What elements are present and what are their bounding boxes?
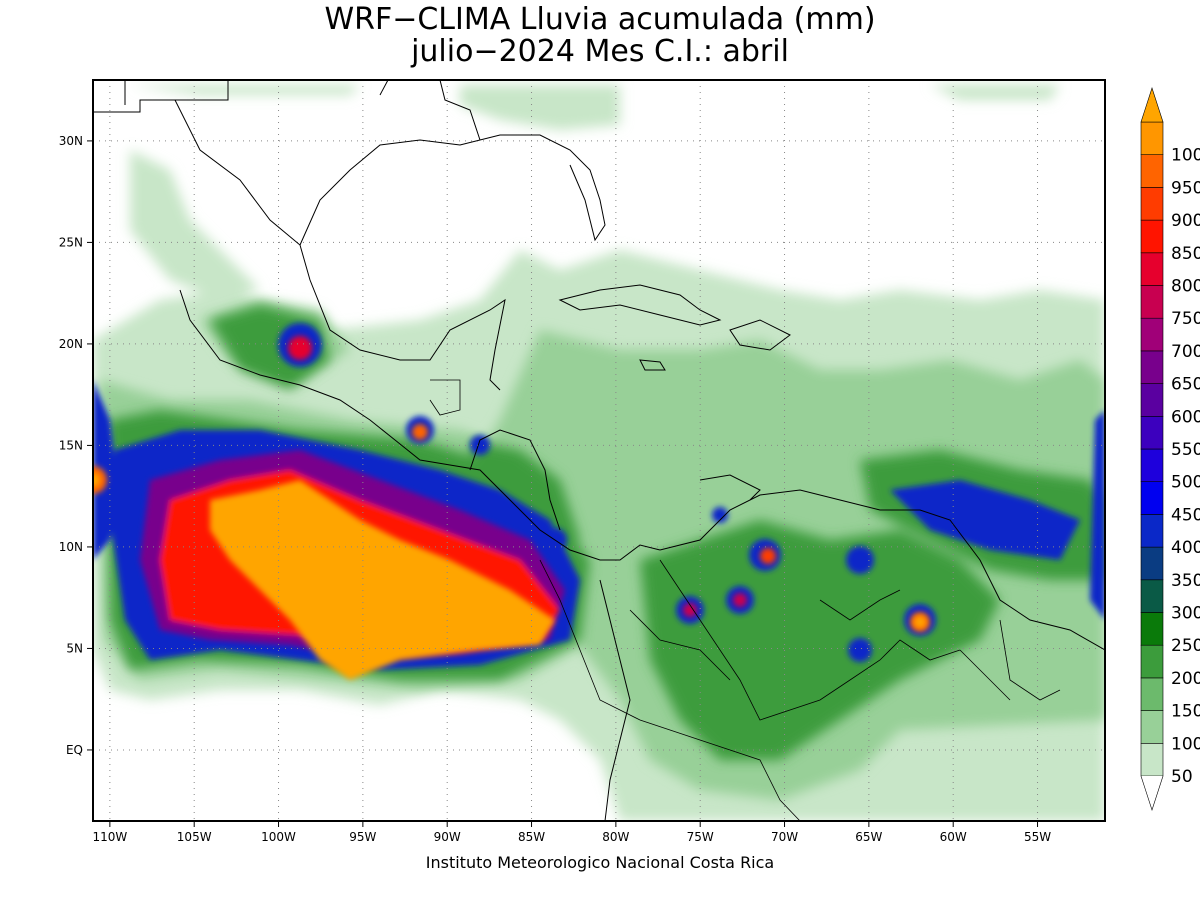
lon-tick-label: 70W — [771, 830, 798, 844]
legend-label: 600 — [1171, 407, 1200, 427]
legend-swatch — [1140, 154, 1164, 188]
country-borders — [429, 379, 1061, 821]
legend-swatch — [1140, 350, 1164, 384]
chart-title: WRF−CLIMA Lluvia acumulada (mm) — [324, 2, 876, 37]
legend-label: 100 — [1171, 734, 1200, 754]
legend-label: 50 — [1171, 767, 1193, 787]
lon-tick-label: 100W — [261, 830, 296, 844]
legend-swatch — [1140, 742, 1164, 777]
legend-swatch — [1140, 219, 1164, 254]
legend-under-arrow — [1140, 775, 1164, 811]
lon-tick-label: 55W — [1024, 830, 1051, 844]
legend-label: 200 — [1171, 669, 1200, 689]
longitude-ticks: 110W 105W 100W 95W 90W 85W 80W 75W 70W 65W 60W 55W — [92, 821, 1051, 844]
chart-subtitle: julio−2024 Mes C.I.: abril — [411, 34, 789, 69]
legend-swatch — [1140, 187, 1164, 221]
lat-tick-label: EQ — [66, 743, 83, 757]
lon-tick-label: 110W — [92, 830, 127, 844]
latitude-ticks: 30N 25N 20N 15N 10N 5N EQ — [59, 134, 93, 757]
legend-swatch — [1140, 546, 1164, 581]
lat-tick-label: 10N — [59, 540, 83, 554]
legend-label: 550 — [1171, 440, 1200, 460]
legend-label: 300 — [1171, 604, 1200, 624]
legend-label: 1000 — [1171, 146, 1200, 166]
legend-label: 350 — [1171, 571, 1200, 591]
credit-text: Instituto Meteorologico Nacional Costa R… — [425, 853, 775, 872]
legend-label: 150 — [1171, 702, 1200, 722]
legend-swatch — [1140, 481, 1164, 515]
legend-label: 750 — [1171, 309, 1200, 329]
lat-tick-label: 15N — [59, 438, 83, 452]
lat-tick-label: 5N — [66, 641, 83, 655]
legend-swatch — [1140, 252, 1164, 286]
coastlines — [93, 80, 1105, 821]
legend-label: 450 — [1171, 505, 1200, 525]
legend-swatch — [1140, 612, 1164, 646]
legend-label: 650 — [1171, 375, 1200, 395]
lon-tick-label: 65W — [855, 830, 882, 844]
lon-tick-label: 105W — [177, 830, 212, 844]
legend-swatch — [1140, 514, 1164, 548]
legend-swatch — [1140, 383, 1164, 417]
rainfall-field — [93, 80, 1105, 821]
lon-tick-label: 85W — [518, 830, 545, 844]
legend-label: 400 — [1171, 538, 1200, 558]
graticule — [93, 80, 1105, 821]
legend-label: 850 — [1171, 244, 1200, 264]
lon-tick-label: 90W — [434, 830, 461, 844]
lon-tick-label: 80W — [602, 830, 629, 844]
legend-swatch — [1140, 448, 1164, 483]
legend-swatch — [1140, 644, 1164, 679]
legend-label: 800 — [1171, 277, 1200, 297]
legend-over-arrow — [1140, 87, 1164, 123]
lon-tick-label: 75W — [687, 830, 714, 844]
rain-extreme-areas — [93, 473, 926, 680]
legend-label: 700 — [1171, 342, 1200, 362]
lon-tick-label: 60W — [940, 830, 967, 844]
map-frame — [92, 79, 1106, 822]
legend-label: 500 — [1171, 473, 1200, 493]
legend-label: 250 — [1171, 636, 1200, 656]
lat-tick-label: 30N — [59, 134, 83, 148]
legend-label: 950 — [1171, 178, 1200, 198]
color-legend: 50 100 150 200 250 300 350 400 450 500 550 600 650 70… — [1140, 87, 1200, 811]
lon-tick-label: 95W — [349, 830, 376, 844]
legend-swatch — [1140, 677, 1164, 711]
lat-tick-label: 20N — [59, 337, 83, 351]
legend-swatch — [1140, 317, 1164, 352]
legend-label: 900 — [1171, 211, 1200, 231]
legend-swatch — [1140, 710, 1164, 744]
lat-tick-label: 25N — [59, 235, 83, 249]
legend-swatch — [1140, 415, 1164, 450]
legend-swatch — [1140, 121, 1164, 156]
legend-swatch — [1140, 285, 1164, 319]
legend-swatch — [1140, 579, 1164, 613]
